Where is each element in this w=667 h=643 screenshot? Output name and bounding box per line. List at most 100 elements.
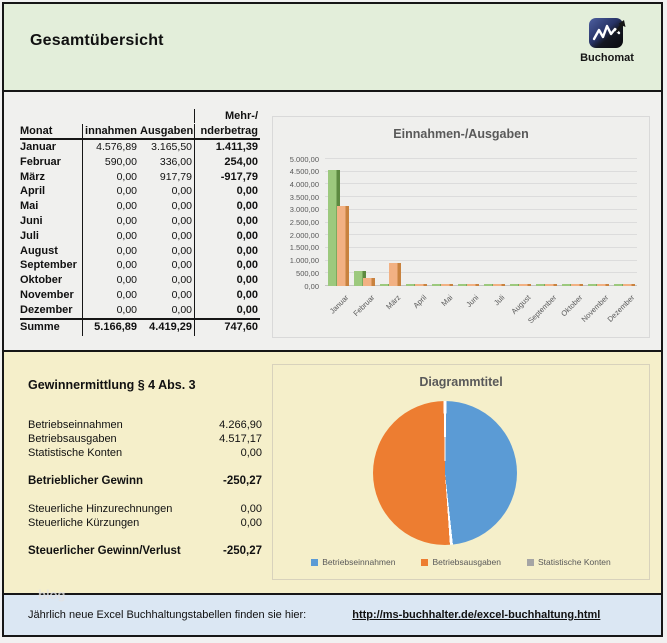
table-cell: 5.166,89	[82, 318, 140, 336]
table-row: Februar 590,00 336,00 254,00	[20, 154, 260, 170]
table-cell: 0,00	[82, 258, 140, 274]
gridline	[325, 234, 637, 236]
y-axis-tick-label: 5.000,00	[289, 154, 319, 164]
table-body: Januar 4.576,89 3.165,50 1.411,39 Februar 590…	[20, 140, 260, 318]
y-axis-tick-label: 500,00	[296, 268, 319, 278]
row-label: Steuerliche Kürzungen	[28, 517, 140, 529]
table-cell: 0,00	[82, 213, 140, 229]
x-axis-label: Mai	[439, 293, 455, 308]
table-row: Oktober 0,00 0,00 0,00	[20, 273, 260, 288]
legend-swatch-icon	[311, 558, 319, 566]
table-cell: 0,00	[171, 200, 192, 213]
bar-chart-plot: 0,00 500,00 1.000,00 1.500,00 2.000,00 2.500,…	[290, 155, 637, 325]
gridline	[325, 285, 637, 286]
table-cell: 1.411,39	[194, 140, 258, 155]
gridline	[325, 196, 637, 198]
bar-einnahmen-dezember	[614, 284, 626, 286]
gewinnermittlung-row: Betrieblicher Gewinn -250,27	[28, 474, 262, 488]
section-divider	[4, 350, 661, 352]
legend-label: Betriebseinnahmen	[322, 557, 396, 567]
bar-ausgaben-januar	[337, 205, 349, 286]
legend-item: Betriebseinnahmen	[311, 557, 395, 567]
y-axis-tick-label: 2.000,00	[289, 230, 319, 240]
pie-legend: Betriebseinnahmen Betriebsausgaben Statist…	[273, 557, 649, 567]
table-cell: 0,00	[82, 243, 140, 259]
table-cell: 0,00	[82, 169, 140, 185]
column-header-einnahmen: innahmen	[82, 124, 140, 138]
bar-einnahmen-oktober	[562, 284, 574, 286]
table-header-row-top: Mehr-/	[20, 108, 260, 123]
table-cell: 0,00	[82, 228, 140, 244]
table-row: März 0,00 917,79 -917,79	[20, 169, 260, 185]
table-cell: 3.165,50	[151, 141, 192, 153]
table-row: November 0,00 0,00 0,00	[20, 287, 260, 303]
table-cell: Juli	[20, 229, 39, 242]
row-label: Betriebseinnahmen	[28, 419, 123, 431]
y-axis-tick-label: 2.500,00	[289, 218, 319, 227]
footer-link[interactable]: http://ms-buchhalter.de/excel-buchhaltun…	[352, 609, 601, 621]
bar-einnahmen-märz	[380, 284, 392, 286]
table-cell: 0,00	[171, 185, 192, 198]
row-value: 0,00	[240, 447, 262, 459]
table-row: Mai 0,00 0,00 0,00	[20, 199, 260, 214]
row-label: Steuerliche Hinzurechnungen	[28, 503, 173, 515]
legend-label: Betriebsausgaben	[432, 557, 501, 567]
row-label: Betrieblicher Gewinn	[28, 475, 144, 487]
y-axis-tick-label: 3.000,00	[289, 205, 319, 215]
table-row: Januar 4.576,89 3.165,50 1.411,39	[20, 140, 260, 155]
pie-chart	[373, 401, 517, 545]
bar-einnahmen-november	[588, 284, 600, 286]
bar-einnahmen-august	[510, 284, 522, 286]
table-cell: 4.419,29	[149, 320, 192, 333]
table-cell: August	[20, 244, 58, 257]
bar-chart-panel: Einnahmen-/Ausgaben 0,00 500,00 1.000,00 1.…	[272, 116, 650, 338]
legend-swatch-icon	[527, 558, 534, 566]
legend-item: Statistische Konten	[527, 557, 611, 567]
y-axis-tick-label: 0,00	[304, 281, 319, 291]
gewinnermittlung-row: Steuerliche Hinzurechnungen 0,00	[28, 502, 262, 516]
table-row: August 0,00 0,00 0,00	[20, 243, 260, 259]
gridline	[325, 272, 637, 274]
x-axis-label: April	[411, 293, 429, 310]
table-row: April 0,00 0,00 0,00	[20, 184, 260, 200]
table-summe-row: Summe 5.166,89 4.419,29 747,60	[20, 317, 260, 336]
bar-ausgaben-mai	[441, 284, 453, 286]
table-cell: 0,00	[82, 273, 140, 288]
bar-einnahmen-juni	[458, 284, 470, 286]
table-cell: 0,00	[171, 229, 192, 242]
row-value: -250,27	[222, 545, 262, 557]
table-cell: 0,00	[194, 287, 258, 303]
table-cell: 0,00	[194, 258, 258, 274]
table-cell: Januar	[20, 141, 57, 153]
table-cell: 0,00	[194, 213, 258, 229]
table-cell: 0,00	[171, 303, 192, 316]
gewinnermittlung-block: Gewinnermittlung § 4 Abs. 3 Betriebseinn…	[28, 378, 262, 558]
table-row: Juni 0,00 0,00 0,00	[20, 213, 260, 229]
bar-ausgaben-november	[597, 284, 609, 286]
table-header-row: Monat innahmen Ausgaben nderbetrag	[20, 123, 260, 140]
y-axis-tick-label: 1.500,00	[289, 243, 319, 253]
table-cell: 4.576,89	[82, 140, 140, 155]
table-cell: 0,00	[171, 288, 192, 301]
bar-einnahmen-mai	[432, 284, 444, 286]
x-axis-label: Juli	[492, 293, 507, 308]
gridline	[325, 170, 637, 172]
bar-chart-title: Einnahmen-/Ausgaben	[393, 127, 529, 141]
bar-ausgaben-august	[519, 284, 531, 286]
table-cell: 0,00	[194, 228, 258, 244]
table-cell: März	[20, 170, 46, 183]
table-cell: 0,00	[171, 244, 192, 257]
column-header-ausgaben: Ausgaben	[140, 125, 194, 137]
gewinnermittlung-section: Gewinnermittlung § 4 Abs. 3 Betriebseinn…	[4, 352, 661, 602]
bar-einnahmen-april	[406, 284, 418, 286]
table-cell: Juni	[20, 214, 43, 227]
table-cell: Mehr-/	[194, 109, 258, 123]
gewinnermittlung-row: Statistische Konten 0,00	[28, 446, 262, 460]
header: Gesamtübersicht	[4, 4, 661, 90]
x-axis-label: November	[579, 293, 611, 324]
bar-ausgaben-februar	[363, 277, 375, 286]
gridline	[325, 208, 637, 210]
table-cell: 0,00	[194, 184, 258, 200]
x-axis-label: Januar	[327, 293, 351, 316]
